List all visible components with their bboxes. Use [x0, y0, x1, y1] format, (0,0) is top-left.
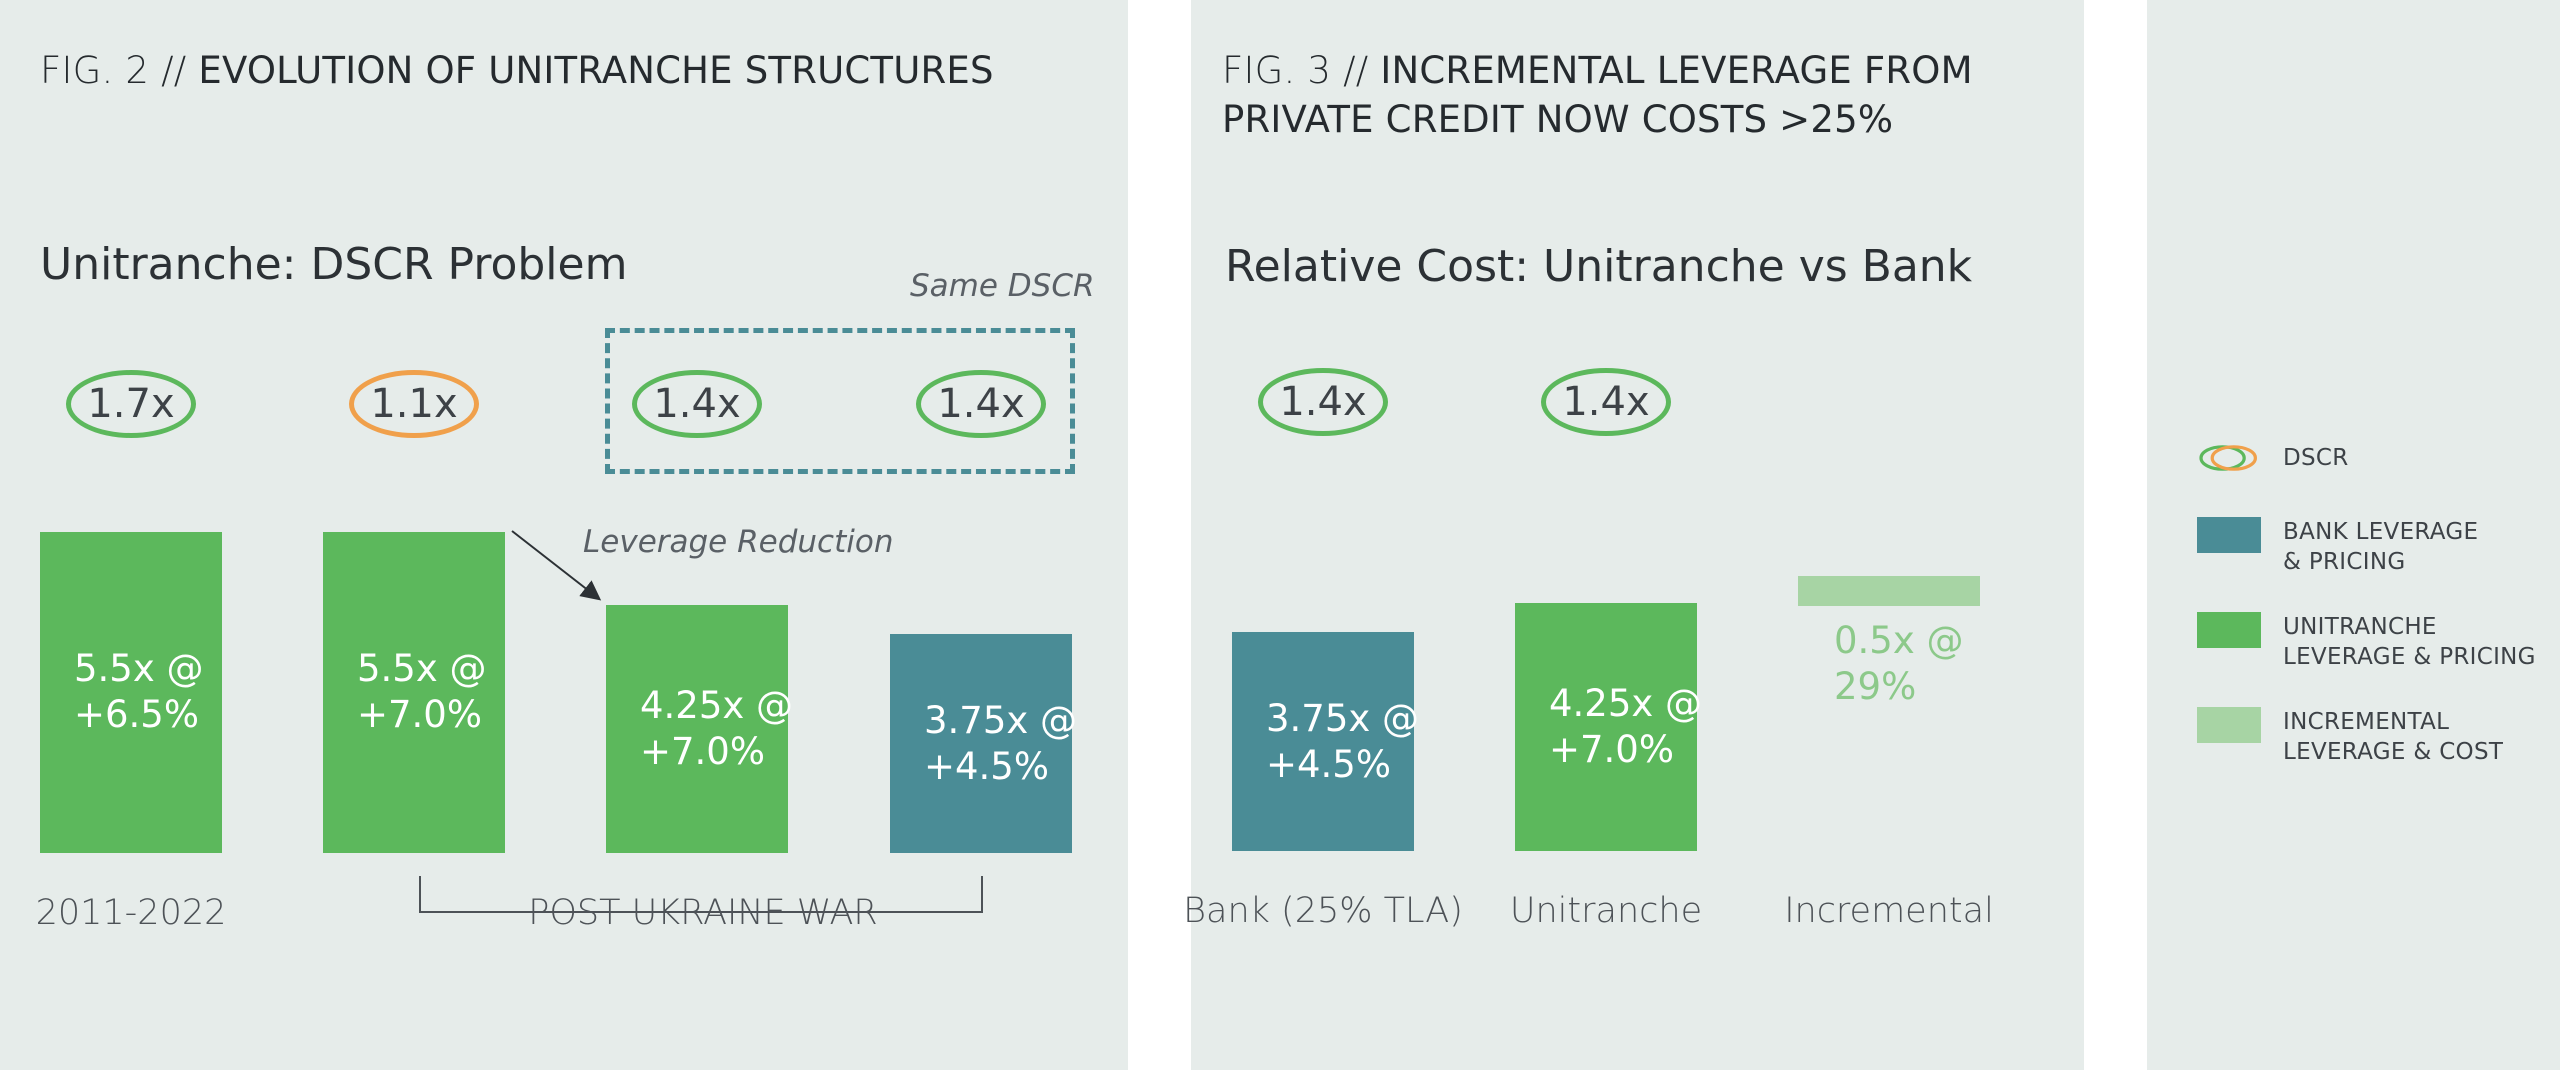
same-dscr-box [605, 328, 1075, 474]
category-label-3-2: Unitranche [1509, 891, 1703, 931]
dscr-oval-3-2: 1.4x [1541, 368, 1671, 436]
bar-label-2-1: 5.5x @ +6.5% [74, 647, 204, 737]
category-label-3-3: Incremental [1784, 891, 1994, 931]
dscr-icon [2199, 445, 2257, 471]
bar-3-1 [1232, 632, 1414, 851]
bank-swatch [2197, 517, 2261, 553]
category-label-2-1: 2011-2022 [35, 893, 227, 933]
fig2-title-main: EVOLUTION OF UNITRANCHE STRUCTURES [198, 49, 994, 92]
same-dscr-note: Same DSCR [910, 268, 1095, 304]
legend-item-bank: BANK LEVERAGE & PRICING [2197, 517, 2478, 577]
fig3-title-line1: INCREMENTAL LEVERAGE FROM [1380, 49, 1973, 92]
dscr-oval-2-1: 1.7x [66, 370, 196, 438]
legend-item-unitranche: UNITRANCHE LEVERAGE & PRICING [2197, 612, 2536, 672]
bar-label-2-3: 4.25x @ +7.0% [640, 683, 794, 773]
fig3-title-prefix: FIG. 3 // [1222, 49, 1381, 92]
dscr-oval-2-3: 1.4x [632, 370, 762, 438]
bar-2-1 [40, 531, 222, 853]
bar-2-2 [323, 531, 505, 853]
dscr-oval-2-2: 1.1x [349, 370, 479, 438]
dscr-oval-3-1: 1.4x [1258, 368, 1388, 436]
legend-label-bank: BANK LEVERAGE & PRICING [2283, 519, 2479, 575]
bar-3-3 [1798, 575, 1980, 606]
fig2-title: FIG. 2 // EVOLUTION OF UNITRANCHE STRUCT… [40, 46, 994, 95]
fig2-subtitle: Unitranche: DSCR Problem [40, 239, 628, 290]
bar-2-3 [606, 604, 788, 853]
bar-label-3-3: 0.5x @ 29% [1834, 618, 1964, 708]
bar-label-3-1: 3.75x @ +4.5% [1266, 696, 1420, 786]
legend-item-dscr: DSCR [2197, 440, 2349, 476]
fig3-panel: FIG. 3 // INCREMENTAL LEVERAGE FROM PRIV… [1191, 0, 2084, 1070]
bar-label-2-2: 5.5x @ +7.0% [357, 647, 487, 737]
fig3-subtitle: Relative Cost: Unitranche vs Bank [1225, 241, 1973, 292]
legend-item-incremental: INCREMENTAL LEVERAGE & COST [2197, 707, 2503, 767]
legend-label-dscr: DSCR [2283, 445, 2349, 471]
category-label-3-1: Bank (25% TLA) [1183, 891, 1463, 931]
fig2-title-prefix: FIG. 2 // [40, 49, 199, 92]
bar-label-2-4: 3.75x @ +4.5% [924, 698, 1078, 788]
unitranche-swatch [2197, 612, 2261, 648]
leverage-reduction-note: Leverage Reduction [583, 524, 894, 560]
bar-3-2 [1515, 602, 1697, 851]
fig3-title: FIG. 3 // INCREMENTAL LEVERAGE FROM PRIV… [1222, 46, 1973, 144]
legend-label-incremental: INCREMENTAL LEVERAGE & COST [2283, 709, 2504, 765]
legend-label-unitranche: UNITRANCHE LEVERAGE & PRICING [2283, 614, 2536, 670]
bar-2-4 [890, 634, 1072, 853]
bar-label-3-2: 4.25x @ +7.0% [1549, 681, 1703, 771]
fig3-title-line2: PRIVATE CREDIT NOW COSTS >25% [1222, 98, 1894, 141]
incremental-swatch [2197, 707, 2261, 743]
post-war-label: POST UKRAINE WAR [528, 893, 878, 933]
dscr-oval-2-4: 1.4x [916, 370, 1046, 438]
